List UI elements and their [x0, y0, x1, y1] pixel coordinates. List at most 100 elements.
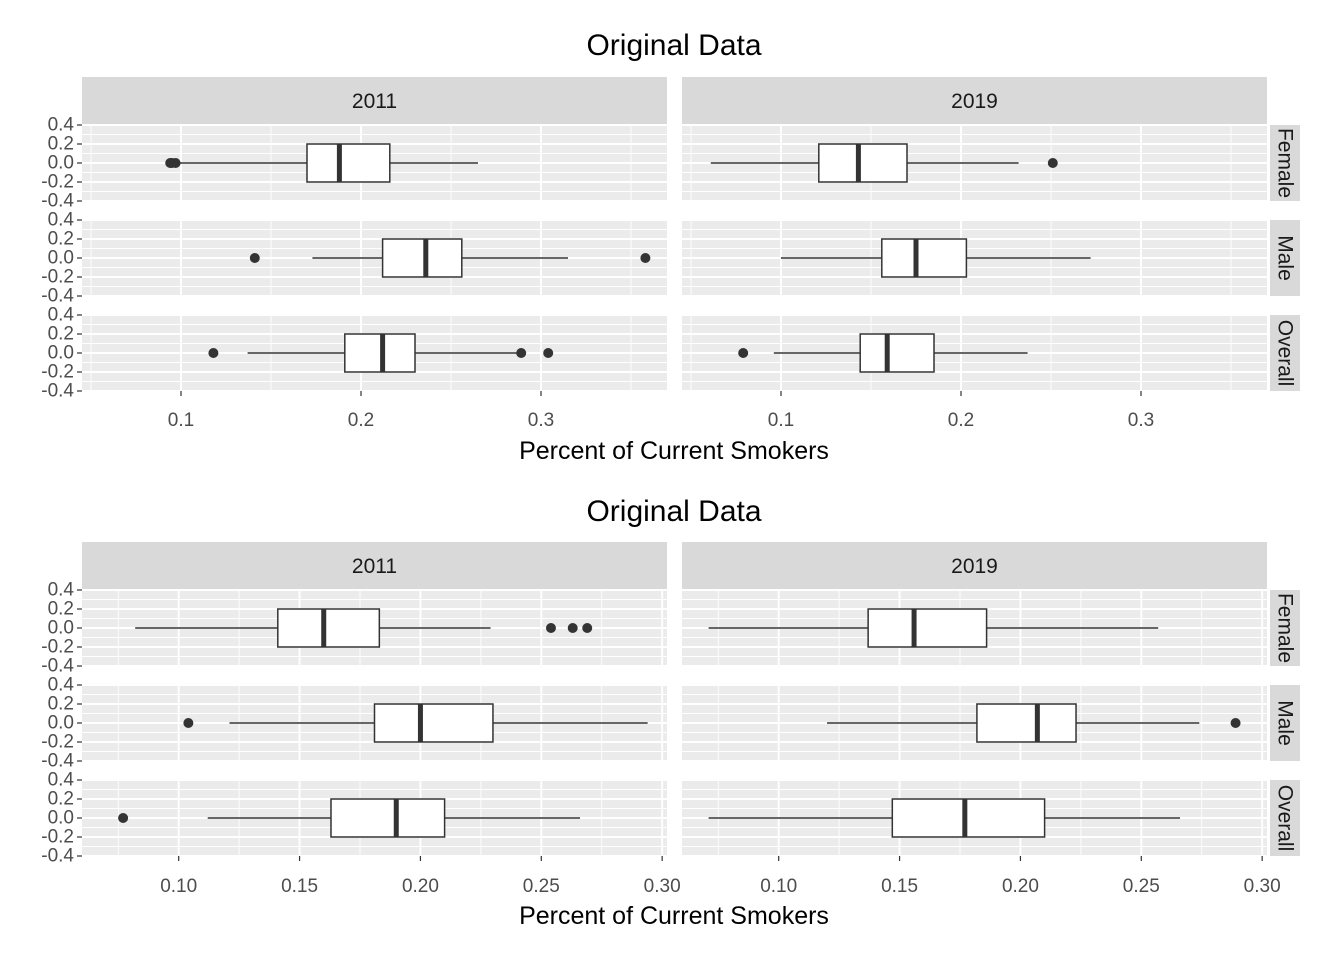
panel-2019-female [682, 124, 1267, 202]
iqr-box [867, 608, 988, 648]
y-tick-label: 0.0 [48, 343, 74, 364]
column-strip-label: 2019 [951, 555, 998, 578]
chart-1: Original Data 2011 2019 Female Male Overall 0.… [41, 29, 1300, 465]
outlier-point [1047, 158, 1058, 168]
y-tick-label: -0.4 [41, 846, 74, 867]
panel-2011-overall [82, 779, 667, 857]
iqr-box [881, 238, 968, 278]
x-tick-label: 0.15 [281, 876, 318, 897]
y-tick-label: 0.2 [48, 229, 74, 250]
outlier-point [567, 623, 578, 633]
y-tick-label: 0.0 [48, 248, 74, 269]
panel-2011-female [82, 124, 667, 202]
y-tick-label: -0.4 [41, 751, 74, 772]
row-strip [1270, 590, 1300, 666]
column-strip-label: 2011 [352, 90, 397, 113]
panel-2019-male [682, 684, 1267, 762]
x-tick-label: 0.25 [1123, 876, 1160, 897]
outlier-point [118, 813, 129, 823]
panel-2011-male [82, 684, 667, 762]
outlier-point [545, 623, 556, 633]
y-tick-label: 0.4 [48, 210, 75, 231]
iqr-box [306, 143, 391, 183]
iqr-box [373, 703, 494, 743]
y-tick-label: -0.4 [41, 191, 74, 212]
outlier-point [249, 253, 260, 263]
column-strip [82, 77, 667, 125]
y-tick-label: 0.2 [48, 599, 74, 620]
iqr-box [330, 798, 446, 838]
outlier-point [208, 348, 219, 358]
x-tick-label: 0.2 [948, 410, 974, 431]
y-tick-label: -0.4 [41, 286, 74, 307]
y-tick-label: 0.4 [48, 115, 75, 136]
panel-2011-male [82, 219, 667, 297]
panel-2019-male [682, 219, 1267, 297]
y-tick-label: 0.4 [48, 770, 75, 791]
column-strip-label: 2011 [352, 555, 397, 578]
row-strip-label: Male [1274, 700, 1297, 746]
x-tick-label: 0.1 [168, 410, 194, 431]
outlier-point [543, 348, 554, 358]
outlier-point [183, 718, 194, 728]
x-tick-label: 0.20 [402, 876, 439, 897]
iqr-box [976, 703, 1077, 743]
panel-2019-overall [682, 779, 1267, 857]
x-axis-title: Percent of Current Smokers [519, 437, 829, 465]
x-tick-label: 0.30 [644, 876, 681, 897]
y-tick-label: 0.2 [48, 134, 74, 155]
outlier-point [170, 158, 181, 168]
x-tick-label: 0.3 [1128, 410, 1154, 431]
y-tick-label: 0.2 [48, 789, 74, 810]
panel-2019-overall [682, 314, 1267, 392]
x-tick-label: 0.2 [348, 410, 374, 431]
y-tick-label: 0.0 [48, 808, 74, 829]
x-tick-label: 0.20 [1002, 876, 1039, 897]
y-tick-label: 0.2 [48, 694, 74, 715]
row-strip [1270, 125, 1300, 201]
iqr-box [277, 608, 381, 648]
outlier-point [516, 348, 527, 358]
y-tick-label: -0.2 [41, 732, 74, 753]
iqr-box [818, 143, 908, 183]
panel-2011-female [82, 589, 667, 667]
y-tick-label: -0.2 [41, 362, 74, 383]
x-axis-title: Percent of Current Smokers [519, 902, 829, 930]
y-tick-label: -0.4 [41, 656, 74, 677]
y-tick-label: 0.2 [48, 324, 74, 345]
y-tick-label: 0.0 [48, 618, 74, 639]
iqr-box [891, 798, 1046, 838]
chart-title: Original Data [586, 495, 761, 528]
row-strip [1270, 780, 1300, 856]
outlier-point [738, 348, 749, 358]
outlier-point [1230, 718, 1241, 728]
column-strip [682, 542, 1267, 590]
y-tick-label: -0.2 [41, 267, 74, 288]
column-strip-label: 2019 [951, 90, 998, 113]
column-strip [682, 77, 1267, 125]
iqr-box [381, 238, 463, 278]
y-tick-label: -0.2 [41, 827, 74, 848]
row-strip-label: Male [1274, 235, 1297, 281]
x-tick-label: 0.10 [760, 876, 797, 897]
row-strip-label: Female [1274, 128, 1297, 198]
panel-2019-female [682, 589, 1267, 667]
y-tick-label: 0.4 [48, 305, 75, 326]
row-strip-label: Overall [1274, 785, 1297, 852]
chart-title: Original Data [586, 29, 761, 62]
row-strip-label: Overall [1274, 320, 1297, 387]
row-strip [1270, 220, 1300, 296]
iqr-box [344, 333, 416, 373]
x-tick-label: 0.10 [160, 876, 197, 897]
outlier-point [582, 623, 593, 633]
column-strip [82, 542, 667, 590]
y-tick-label: 0.4 [48, 580, 75, 601]
x-tick-label: 0.30 [1244, 876, 1281, 897]
y-tick-label: 0.0 [48, 153, 74, 174]
x-tick-label: 0.25 [523, 876, 560, 897]
iqr-box [859, 333, 935, 373]
y-tick-label: -0.2 [41, 172, 74, 193]
row-strip [1270, 315, 1300, 391]
y-tick-label: 0.4 [48, 675, 75, 696]
